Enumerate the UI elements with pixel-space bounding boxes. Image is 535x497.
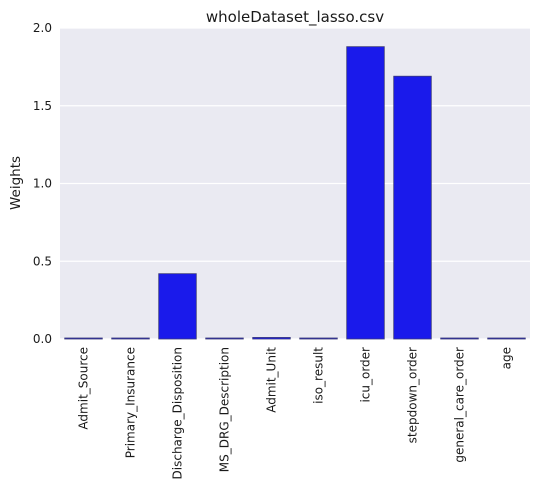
bars [64,46,526,340]
bar-admit-source [64,337,103,340]
y-tick-label: 1.5 [33,99,52,113]
x-tick-labels: Admit_Source Primary_Insurance Discharge_D… [77,347,514,480]
y-tick-labels: 0.0 0.5 1.0 1.5 2.0 [33,21,52,346]
y-tick-label: 2.0 [33,21,52,35]
bar-age [487,337,526,340]
chart-title: wholeDataset_lasso.csv [206,8,384,27]
bar-discharge-disposition [158,273,197,340]
x-tick-label: general_care_order [453,347,467,463]
bar-general-care-order [440,337,479,340]
x-tick-label: Admit_Source [77,347,91,430]
y-axis-label: Weights [8,156,24,210]
x-tick-label: iso_result [312,347,326,404]
bar-iso-result [299,337,338,340]
bar-ms-drg-description [205,337,244,340]
x-tick-label: age [500,347,514,369]
x-tick-label: Admit_Unit [265,347,279,413]
x-tick-label: Discharge_Disposition [171,347,185,479]
y-tick-label: 0.0 [33,332,52,346]
bar-primary-insurance [111,337,150,340]
y-tick-label: 1.0 [33,177,52,191]
x-tick-label: icu_order [359,347,373,403]
bar-stepdown-order [393,75,432,340]
bar-admit-unit [252,337,291,340]
x-tick-label: Primary_Insurance [124,347,138,458]
y-tick-label: 0.5 [33,254,52,268]
bar-icu-order [346,46,385,340]
x-tick-label: stepdown_order [406,347,420,443]
x-tick-label: MS_DRG_Description [218,347,232,472]
